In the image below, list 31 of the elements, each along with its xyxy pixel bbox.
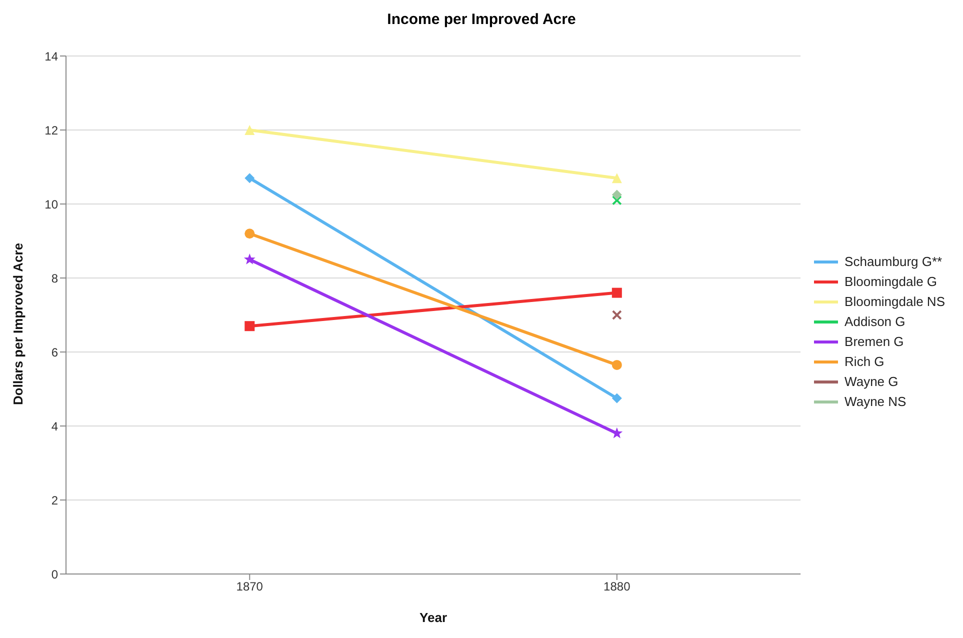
point <box>612 195 622 206</box>
y-tick-label: 12 <box>44 123 58 138</box>
legend-label: Wayne G <box>844 373 898 391</box>
legend-label: Wayne NS <box>844 393 906 411</box>
point <box>612 360 622 370</box>
legend-label: Rich G <box>844 353 884 371</box>
y-axis-title: Dollars per Improved Acre <box>10 242 26 405</box>
legend-label: Schaumburg G** <box>844 253 942 271</box>
x-tick-label: 1870 <box>236 580 264 594</box>
legend-label: Bloomingdale NS <box>844 293 945 311</box>
point <box>612 393 622 404</box>
chart-title: Income per Improved Acre <box>386 10 577 30</box>
y-tick-label: 0 <box>51 567 58 582</box>
x-axis-title: Year <box>420 610 448 625</box>
y-tick-label: 2 <box>51 493 58 508</box>
y-tick-label: 4 <box>51 419 58 434</box>
point <box>244 228 255 239</box>
y-tick-label: 10 <box>44 197 58 212</box>
point <box>612 288 622 298</box>
point <box>244 173 255 184</box>
point <box>612 310 622 320</box>
point <box>244 321 255 332</box>
legend-label: Bloomingdale G <box>844 273 938 291</box>
y-tick-label: 14 <box>44 49 58 64</box>
y-tick-label: 6 <box>51 345 58 360</box>
legend-label: Addison G <box>844 313 906 331</box>
point <box>612 190 622 200</box>
y-tick-label: 8 <box>51 271 58 286</box>
point <box>244 254 256 264</box>
x-tick-label: 1880 <box>604 580 631 594</box>
legend-label: Bremen G <box>844 333 904 351</box>
